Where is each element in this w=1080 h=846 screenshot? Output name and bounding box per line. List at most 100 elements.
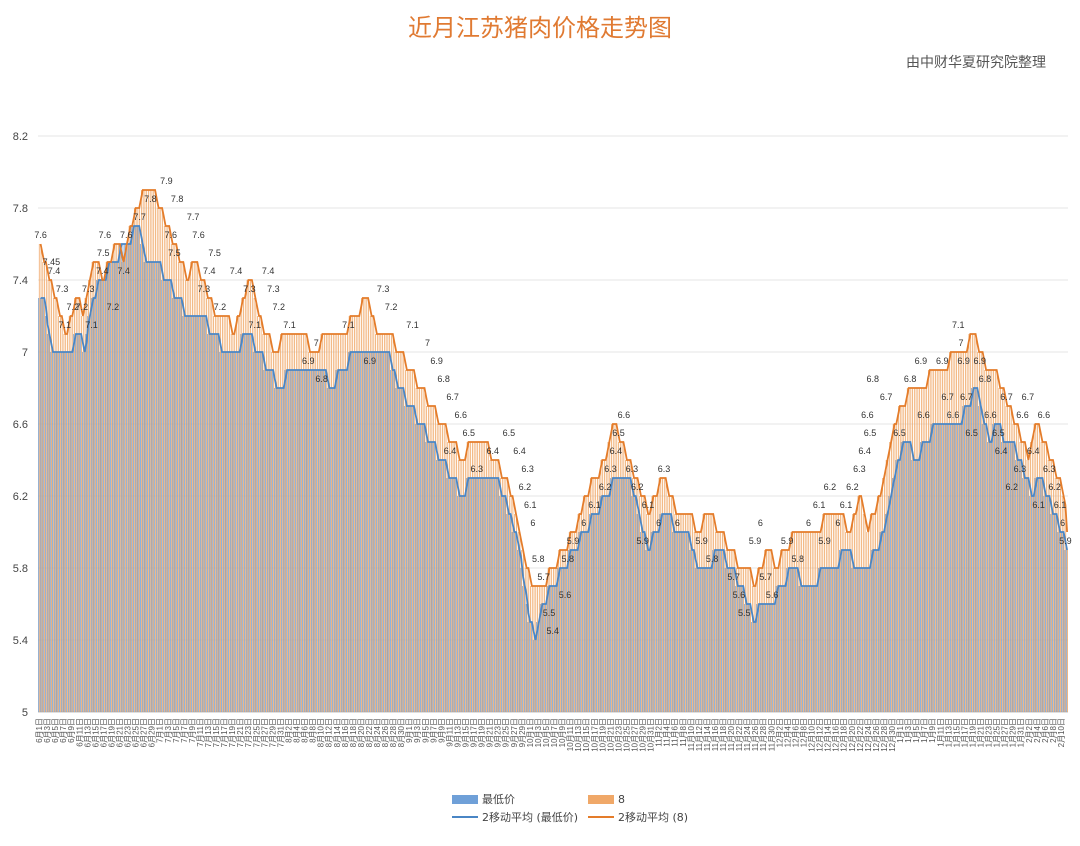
x-tick-label: 8月16日 <box>341 718 350 747</box>
bar-lowest-price <box>717 550 719 712</box>
bar-series-8 <box>648 514 649 712</box>
x-tick-label: 10月17日 <box>590 718 599 752</box>
bar-lowest-price <box>576 550 578 712</box>
x-tick-label: 9月15日 <box>462 718 471 747</box>
bar-series-8 <box>102 280 104 712</box>
bar-series-8 <box>424 388 426 712</box>
bar-series-8 <box>813 532 815 712</box>
bar-lowest-price <box>177 298 178 712</box>
bar-series-8 <box>973 334 975 712</box>
data-label: 7.5 <box>208 248 221 258</box>
bar-series-8 <box>420 388 422 712</box>
data-label: 6.3 <box>658 464 671 474</box>
bar-series-8 <box>199 280 200 712</box>
bar-series-8 <box>359 316 361 712</box>
bar-lowest-price <box>393 370 395 712</box>
bar-lowest-price <box>430 442 432 712</box>
bar-series-8 <box>871 514 873 712</box>
bar-series-8 <box>628 460 630 712</box>
bar-series-8 <box>806 532 808 712</box>
bar-series-8 <box>75 298 77 712</box>
bar-lowest-price <box>865 568 867 712</box>
bar-series-8 <box>91 262 93 712</box>
bar-lowest-price <box>791 568 793 712</box>
bar-lowest-price <box>670 514 671 712</box>
bar-lowest-price <box>281 388 282 712</box>
bar-lowest-price <box>147 262 149 712</box>
bar-lowest-price <box>765 604 767 712</box>
bar-series-8 <box>604 460 605 712</box>
bar-series-8 <box>299 334 301 712</box>
bar-series-8 <box>193 262 195 712</box>
x-tick-label: 10月25日 <box>622 718 631 752</box>
bar-lowest-price <box>226 352 228 712</box>
bar-series-8 <box>123 262 125 712</box>
bar-lowest-price <box>157 262 159 712</box>
bar-series-8 <box>445 424 447 712</box>
bar-series-8 <box>125 244 126 712</box>
bar-lowest-price <box>293 370 295 712</box>
bar-lowest-price <box>768 604 770 712</box>
bar-series-8 <box>139 208 141 712</box>
bar-lowest-price <box>92 298 94 712</box>
bar-series-8 <box>649 514 651 712</box>
bar-series-8 <box>545 586 547 712</box>
bar-series-8 <box>760 568 762 712</box>
bar-series-8 <box>287 334 288 712</box>
bar-lowest-price <box>254 352 256 712</box>
x-tick-label: 12月20日 <box>848 718 857 752</box>
x-tick-label: 9月23日 <box>494 718 503 747</box>
bar-lowest-price <box>812 586 814 712</box>
data-label: 5.8 <box>561 554 574 564</box>
x-tick-label: 9月3日 <box>413 718 422 743</box>
bar-lowest-price <box>1009 442 1011 712</box>
bar-series-8 <box>456 442 457 712</box>
bar-series-8 <box>722 532 723 712</box>
bar-lowest-price <box>789 568 791 712</box>
x-tick-label: 11月12日 <box>695 718 704 751</box>
bar-lowest-price <box>101 280 103 712</box>
bar-series-8 <box>678 514 679 712</box>
x-tick-label: 10月27日 <box>630 718 639 752</box>
bar-series-8 <box>987 370 989 712</box>
bar-lowest-price <box>647 550 649 712</box>
bar-series-8 <box>713 514 715 712</box>
bar-lowest-price <box>608 496 610 712</box>
bar-lowest-price <box>705 568 707 712</box>
data-label: 7.1 <box>85 320 98 330</box>
legend-swatch-lowest-price <box>452 795 478 804</box>
bar-series-8 <box>61 316 63 712</box>
bar-lowest-price <box>39 298 41 712</box>
bar-lowest-price <box>756 604 758 712</box>
bar-lowest-price <box>1032 496 1034 712</box>
bar-lowest-price <box>860 568 862 712</box>
x-tick-label: 10月23日 <box>614 718 623 752</box>
bar-lowest-price <box>1059 532 1061 712</box>
bar-lowest-price <box>330 388 332 712</box>
bar-lowest-price <box>605 496 606 712</box>
bar-lowest-price <box>818 568 819 712</box>
bar-lowest-price <box>230 352 231 712</box>
bar-lowest-price <box>583 532 585 712</box>
bar-lowest-price <box>960 424 962 712</box>
bar-lowest-price <box>983 424 985 712</box>
x-tick-label: 8月6日 <box>301 718 310 743</box>
data-label: 7.3 <box>198 284 211 294</box>
bar-series-8 <box>431 406 433 712</box>
bar-series-8 <box>315 352 317 712</box>
data-label: 7.7 <box>187 212 200 222</box>
bar-series-8 <box>510 496 512 712</box>
data-label: 5.6 <box>733 590 746 600</box>
bar-lowest-price <box>245 334 247 712</box>
bar-series-8 <box>1021 442 1023 712</box>
bar-series-8 <box>412 370 413 712</box>
bar-series-8 <box>503 478 505 712</box>
x-tick-label: 12月18日 <box>840 718 849 752</box>
bar-lowest-price <box>907 442 909 712</box>
bar-series-8 <box>1003 388 1005 712</box>
bar-lowest-price <box>962 406 964 712</box>
bar-series-8 <box>612 424 614 712</box>
x-tick-label: 1月11日 <box>936 718 945 747</box>
x-tick-label: 12月8日 <box>799 718 808 747</box>
